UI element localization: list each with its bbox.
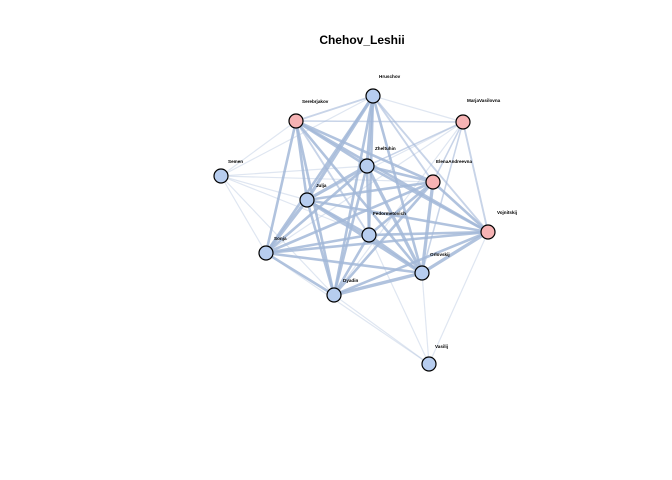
node-label: Fedormetovich — [373, 211, 406, 216]
node-label: Vasilij — [435, 344, 448, 349]
node-Sonja: Sonja — [258, 236, 287, 261]
node-label: Vojnitskij — [497, 210, 517, 215]
node-Voynitskij: Vojnitskij — [480, 210, 517, 240]
node-Serebrjakov: Serebrjakov — [288, 99, 329, 129]
edge-Serebrjakov-Sonja — [264, 119, 298, 255]
node-label: MarjaVasilovna — [467, 98, 501, 103]
node-circle — [213, 168, 229, 184]
edge-MarjaVasilovna-Voynitskij — [462, 121, 489, 233]
edge-Zheltuhin-Dyadin — [332, 164, 369, 297]
edge-Sonja-Orlovskij — [264, 251, 424, 275]
node-circle — [414, 265, 430, 281]
edge-MarjaVasilovna-Orlovskij — [421, 121, 464, 274]
edge-Zheltuhin-Fedorovich — [365, 164, 371, 237]
edge-Hruschov-Voynitskij — [372, 95, 489, 233]
edge-Voynitskij-Fedorovich — [367, 230, 490, 237]
node-circle — [425, 174, 441, 190]
node-circle — [359, 158, 375, 174]
node-layer: Hruschov Serebrjakov MarjaVasilovna Zheltuh… — [213, 74, 517, 372]
edge-Serebrjakov-MarjaVasilovna — [295, 120, 464, 123]
edge-Semen-Sonja — [220, 175, 267, 254]
edge-Serebrjakov-ElenaAndreevna — [294, 119, 435, 184]
edge-ElenaAndreevna-Julja — [305, 180, 435, 202]
edge-Semen-ElenaAndreevna — [220, 175, 434, 183]
node-label: Serebrjakov — [302, 99, 329, 104]
edge-Hruschov-Serebrjakov — [295, 95, 374, 122]
node-circle — [258, 245, 274, 261]
edge-Julja-Sonja — [264, 198, 309, 255]
node-circle — [421, 356, 437, 372]
edge-ElenaAndreevna-Sonja — [264, 180, 435, 255]
node-label: Zheltuhin — [375, 146, 396, 151]
edge-Fedorovich-Orlovskij — [367, 233, 424, 275]
edge-Dyadin-Vasilij — [333, 294, 430, 365]
edge-Julja-Voynitskij — [305, 198, 490, 234]
edge-Fedorovich-Vasilij — [368, 234, 430, 365]
edge-Serebrjakov-Fedorovich — [295, 120, 370, 236]
node-label: Hruschov — [379, 74, 401, 79]
edge-Hruschov-Sonja — [264, 94, 375, 255]
edge-Zheltuhin-ElenaAndreevna — [365, 164, 435, 184]
edge-MarjaVasilovna-Sonja — [265, 121, 464, 254]
edge-Semen-Julja — [220, 175, 308, 201]
edge-Zheltuhin-Julja — [305, 164, 369, 202]
edge-ElenaAndreevna-Voynitskij — [431, 180, 490, 234]
edge-Zheltuhin-Semen — [220, 165, 368, 177]
node-label: Dyadin — [343, 278, 359, 283]
edge-ElenaAndreevna-Dyadin — [332, 180, 435, 297]
edge-Orlovskij-Vasilij — [421, 272, 430, 365]
node-circle — [288, 113, 304, 129]
node-Vasilij: Vasilij — [421, 344, 448, 372]
edge-ElenaAndreevna-Fedorovich — [367, 180, 435, 237]
node-label: Sonja — [274, 236, 287, 241]
edge-MarjaVasilovna-Zheltuhin — [366, 121, 464, 167]
edge-Orlovskij-Dyadin — [332, 271, 424, 297]
node-ElenaAndreevna: ElenaAndreevna — [425, 159, 472, 190]
edge-Serebrjakov-Semen — [220, 120, 297, 177]
edge-Hruschov-Orlovskij — [371, 94, 424, 275]
edge-Zheltuhin-Voynitskij — [365, 164, 490, 234]
edge-Voynitskij-Orlovskij — [420, 230, 490, 275]
graph-title: Chehov_Leshii — [319, 33, 404, 47]
node-circle — [361, 227, 377, 243]
edge-Hruschov-MarjaVasilovna — [372, 95, 464, 123]
edge-Hruschov-ElenaAndreevna — [372, 95, 434, 183]
edge-MarjaVasilovna-Dyadin — [333, 121, 464, 296]
node-circle — [365, 88, 381, 104]
node-MarjaVasilovna: MarjaVasilovna — [455, 98, 501, 130]
node-label: Julja — [316, 183, 327, 188]
node-circle — [326, 287, 342, 303]
node-Semen: Semen — [213, 159, 243, 184]
edge-Sonja-Dyadin — [264, 251, 336, 297]
edge-MarjaVasilovna-ElenaAndreevna — [432, 121, 464, 183]
edge-layer — [220, 94, 490, 365]
edge-Serebrjakov-Dyadin — [294, 119, 336, 297]
node-circle — [299, 192, 315, 208]
node-label: Semen — [228, 159, 243, 164]
edge-Fedorovich-Sonja — [264, 233, 371, 255]
edge-Zheltuhin-Sonja — [264, 164, 369, 255]
node-Zheltuhin: Zheltuhin — [359, 146, 396, 174]
edge-Zheltuhin-Orlovskij — [365, 164, 424, 275]
node-circle — [455, 114, 471, 130]
node-Julja: Julja — [299, 183, 327, 208]
node-Hruschov: Hruschov — [365, 74, 401, 104]
edge-Voynitskij-Vasilij — [428, 231, 489, 365]
node-label: ElenaAndreevna — [436, 159, 472, 164]
node-Fedorovich: Fedormetovich — [361, 211, 406, 243]
node-Orlovskij: Orlovskij — [414, 252, 450, 281]
node-Dyadin: Dyadin — [326, 278, 359, 303]
edge-Sonja-Vasilij — [265, 252, 430, 365]
edge-Voynitskij-Dyadin — [332, 230, 490, 297]
node-label: Orlovskij — [430, 252, 450, 257]
node-circle — [480, 224, 496, 240]
edge-Voynitskij-Sonja — [264, 230, 490, 255]
